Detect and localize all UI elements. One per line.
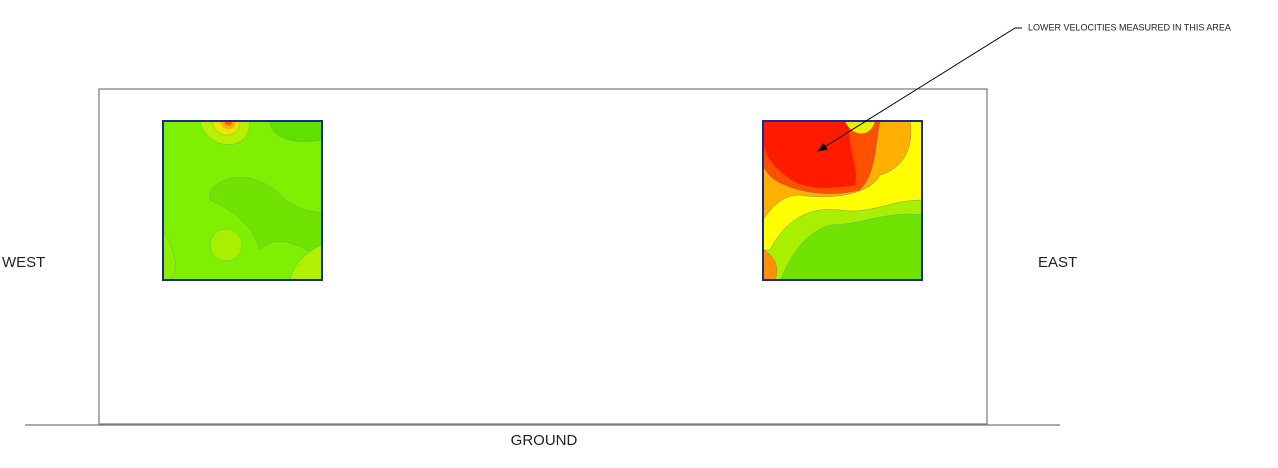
annotation: LOWER VELOCITIES MEASURED IN THIS AREA	[1028, 22, 1231, 32]
test-area-east	[762, 120, 923, 281]
east-label: EAST	[1038, 254, 1077, 271]
wall-outline	[98, 88, 988, 425]
leader-arrow	[817, 27, 1022, 152]
west-label: WEST	[2, 254, 45, 271]
test-area-west	[162, 120, 323, 281]
contour-map-east	[763, 121, 922, 280]
contour-map-west	[163, 121, 322, 280]
ground-label: GROUND	[511, 432, 578, 449]
